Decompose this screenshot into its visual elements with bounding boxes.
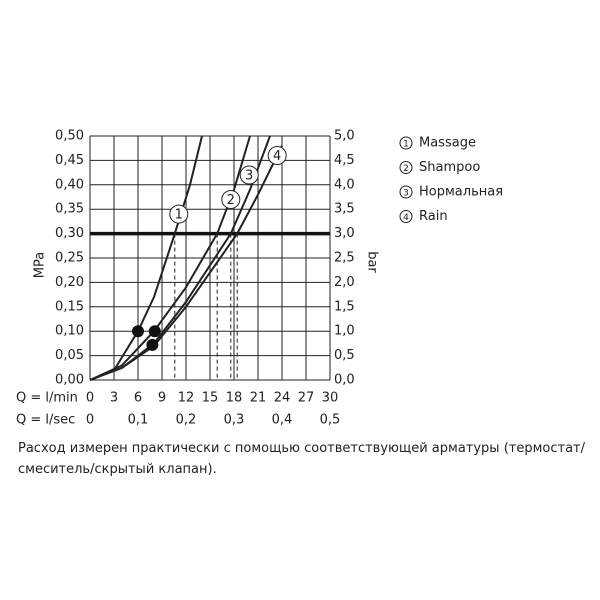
x2-tick-label: 0 — [86, 413, 94, 428]
legend-circle — [399, 136, 413, 150]
x2-tick-label: 0,3 — [224, 413, 245, 428]
x-tick-label: 15 — [202, 391, 219, 406]
x-tick-label: 24 — [274, 391, 291, 406]
legend-circle — [399, 210, 413, 223]
x2-axis-label: Q = l/sec — [16, 413, 75, 428]
footnote: Расход измерен практически с помощью соо… — [18, 441, 585, 477]
curve-label-circle — [239, 165, 259, 185]
legend-label: Нормальная — [419, 185, 503, 200]
legend-label: Massage — [419, 136, 476, 151]
y2-tick-label: 2,0 — [334, 275, 355, 290]
legend-number: 2 — [403, 164, 409, 174]
x-axis-label: Q = l/min — [16, 391, 78, 406]
y-tick-label: 0,40 — [55, 177, 84, 192]
y-axis-label: MPa — [33, 252, 48, 278]
x-tick-label: 27 — [298, 391, 315, 406]
x-tick-label: 18 — [226, 391, 243, 406]
legend-circle — [399, 185, 413, 199]
x2-tick-label: 0,2 — [176, 413, 197, 428]
x-tick-label: 3 — [110, 391, 118, 406]
curve-label-circle — [169, 204, 189, 224]
x2-tick-label: 0,4 — [272, 413, 293, 428]
x-tick-label: 30 — [322, 391, 339, 406]
y2-tick-label: 3,5 — [334, 202, 355, 217]
y-tick-label: 0,50 — [55, 129, 84, 144]
y2-tick-label: 0,0 — [334, 373, 355, 388]
curve — [89, 145, 283, 381]
y-tick-label: 0,10 — [55, 324, 84, 339]
page: {"chart_data": {"type": "line", "y_label… — [16, 128, 585, 477]
x2-tick-label: 0,1 — [128, 413, 149, 428]
legend-number: 1 — [403, 140, 409, 150]
curve-label-circle — [221, 189, 241, 209]
legend-number: 4 — [403, 213, 409, 223]
point — [132, 325, 144, 338]
point — [146, 338, 159, 351]
x-tick-label: 12 — [178, 391, 195, 406]
y2-axis-label: bar — [365, 251, 380, 273]
x2-tick-label: 0,5 — [320, 413, 341, 428]
point — [148, 325, 161, 338]
y2-tick-label: 1,5 — [334, 299, 355, 314]
y-tick-label: 0,15 — [55, 299, 84, 314]
legend-circle — [399, 161, 413, 174]
x-tick-label: 21 — [250, 391, 267, 406]
y-tick-label: 0,35 — [55, 202, 84, 217]
y2-tick-label: 1,0 — [334, 324, 355, 339]
y-tick-label: 0,30 — [55, 226, 84, 241]
curve-label: 2 — [227, 193, 235, 208]
curve-label: 4 — [273, 149, 281, 164]
legend-number: 3 — [403, 189, 409, 199]
curve-label: 3 — [245, 169, 253, 184]
y2-tick-label: 0,5 — [334, 348, 355, 363]
y-tick-label: 0,05 — [55, 348, 84, 363]
legend-label: Rain — [419, 209, 448, 224]
y2-tick-label: 4,5 — [334, 153, 355, 168]
y2-tick-label: 2,5 — [334, 251, 355, 266]
curve-label: 1 — [175, 208, 183, 223]
legend-label: Shampoo — [419, 160, 480, 175]
y-tick-label: 0,20 — [55, 275, 84, 290]
curve-label-circle — [267, 146, 287, 166]
x-tick-label: 0 — [86, 391, 94, 406]
y2-tick-label: 4,0 — [334, 177, 355, 192]
y2-tick-label: 5,0 — [334, 129, 355, 144]
y-tick-label: 0,00 — [55, 373, 84, 388]
curve — [89, 135, 251, 381]
chart: 0,000,050,100,150,200,250,300,350,400,45… — [16, 129, 503, 428]
x-tick-label: 9 — [158, 391, 166, 406]
x-tick-label: 6 — [134, 391, 142, 406]
y2-tick-label: 3,0 — [334, 226, 355, 241]
y-tick-label: 0,25 — [55, 251, 84, 266]
y-tick-label: 0,45 — [55, 153, 84, 168]
